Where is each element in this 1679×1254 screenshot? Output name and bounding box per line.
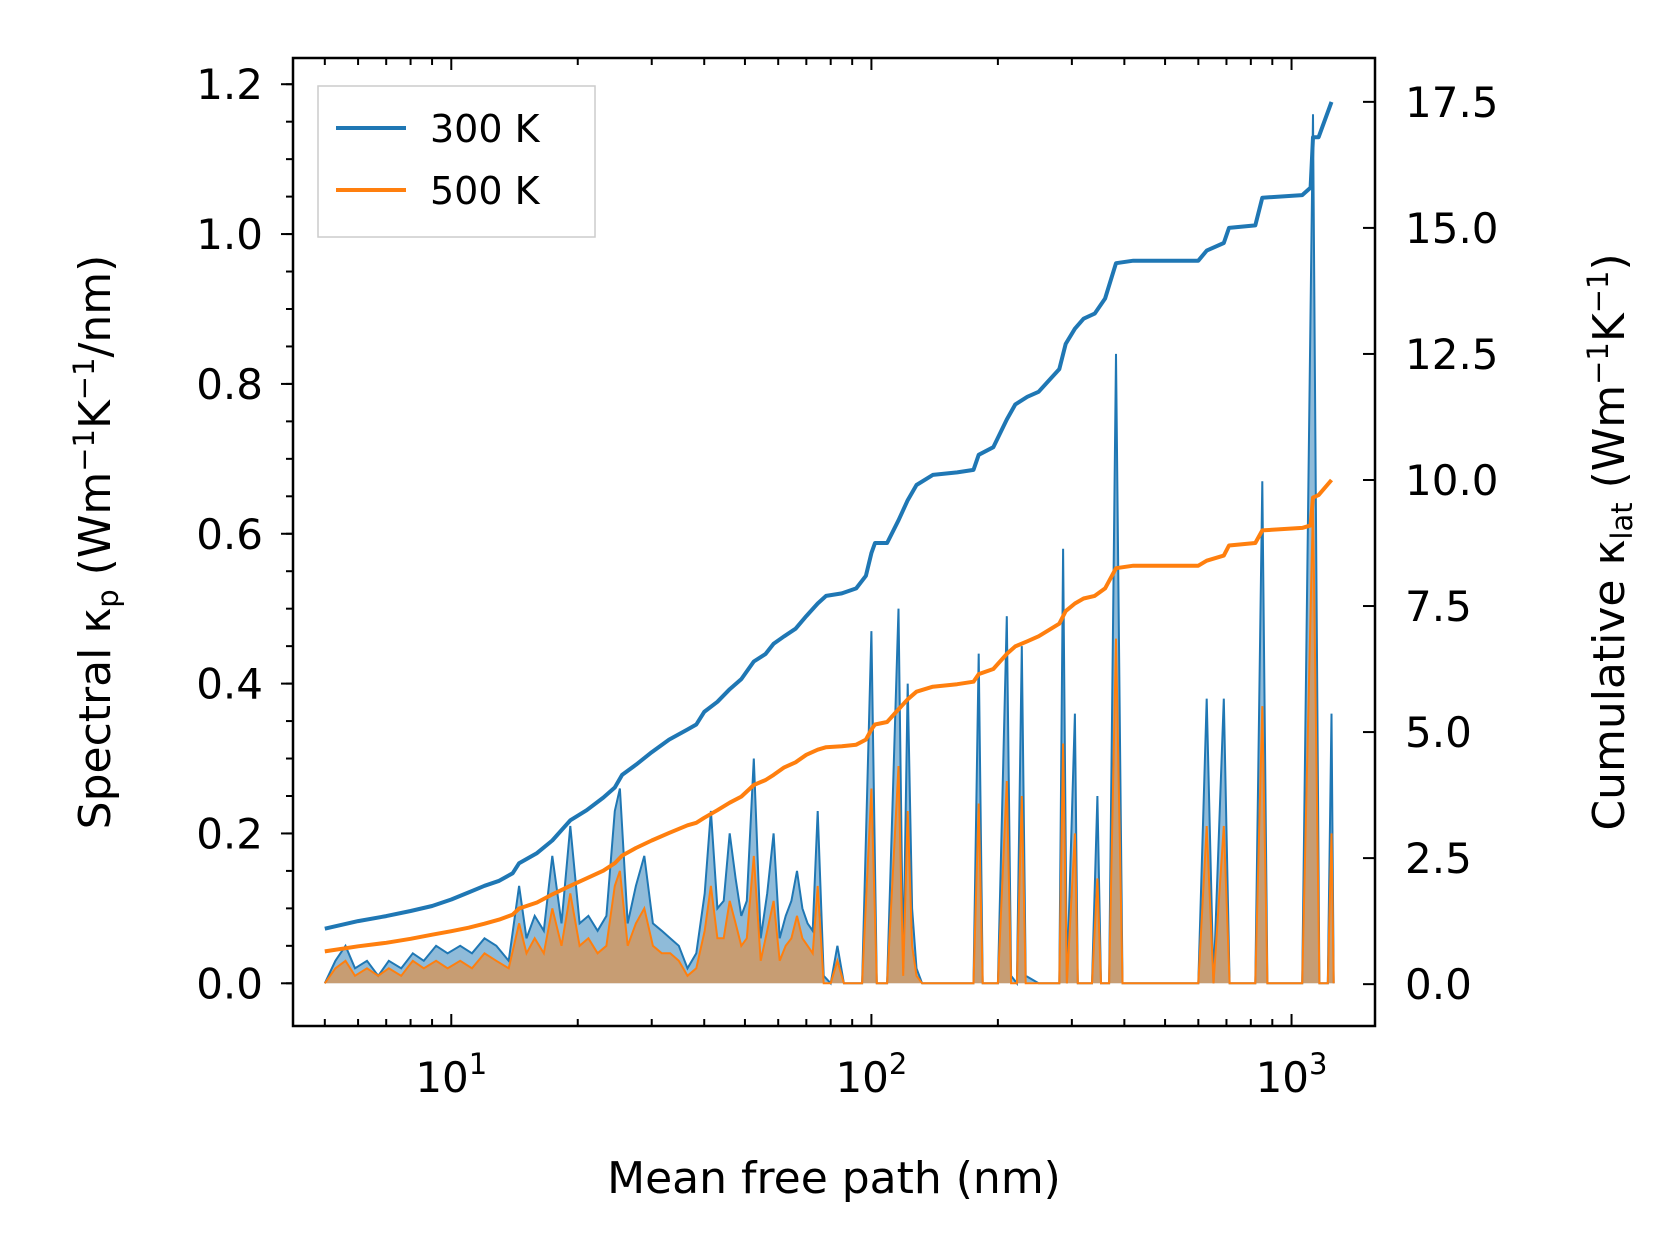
legend-box — [317, 85, 596, 238]
right-tick-label: 7.5 — [1405, 582, 1472, 631]
series-line-500-k — [324, 478, 1334, 954]
tick-layer: 101 102 103 0.0 0.2 0.4 0.6 0.8 1.0 1.2 0.0 2.5 5.0 7… — [196, 58, 1499, 1102]
series-layer — [323, 101, 1335, 987]
series-line-300-k — [324, 101, 1334, 931]
legend-label-500k: 500 K — [430, 169, 541, 213]
right-axis-title: Cumulative κlat (Wm−1K−1) — [1581, 253, 1639, 830]
right-tick-label: 0.0 — [1405, 960, 1472, 1009]
right-tick-label: 5.0 — [1405, 708, 1472, 757]
x-tick-label: 102 — [835, 1047, 907, 1102]
left-axis-title: Spectral κp (Wm−1K−1/nm) — [67, 255, 125, 830]
right-tick-label: 15.0 — [1405, 204, 1499, 253]
right-tick-label: 10.0 — [1405, 456, 1499, 505]
plot-frame — [291, 56, 1377, 1028]
left-tick-label: 1.0 — [196, 210, 263, 259]
left-tick-label: 0.0 — [196, 959, 263, 1008]
x-axis-title: Mean free path (nm) — [607, 1153, 1061, 1204]
left-tick-label: 0.8 — [196, 360, 263, 409]
left-tick-label: 0.4 — [196, 660, 263, 709]
right-tick-label: 12.5 — [1405, 330, 1499, 379]
left-tick-label: 1.2 — [196, 60, 263, 109]
x-tick-label: 101 — [415, 1047, 487, 1102]
right-tick-label: 17.5 — [1405, 78, 1499, 127]
series-edge-500-k-spectral — [323, 503, 1335, 985]
legend: 300 K 500 K — [317, 85, 596, 238]
left-tick-label: 0.6 — [196, 510, 263, 559]
legend-label-300k: 300 K — [430, 107, 541, 151]
right-tick-label: 2.5 — [1405, 834, 1472, 883]
x-tick-label: 103 — [1256, 1047, 1328, 1102]
left-tick-label: 0.2 — [196, 809, 263, 858]
